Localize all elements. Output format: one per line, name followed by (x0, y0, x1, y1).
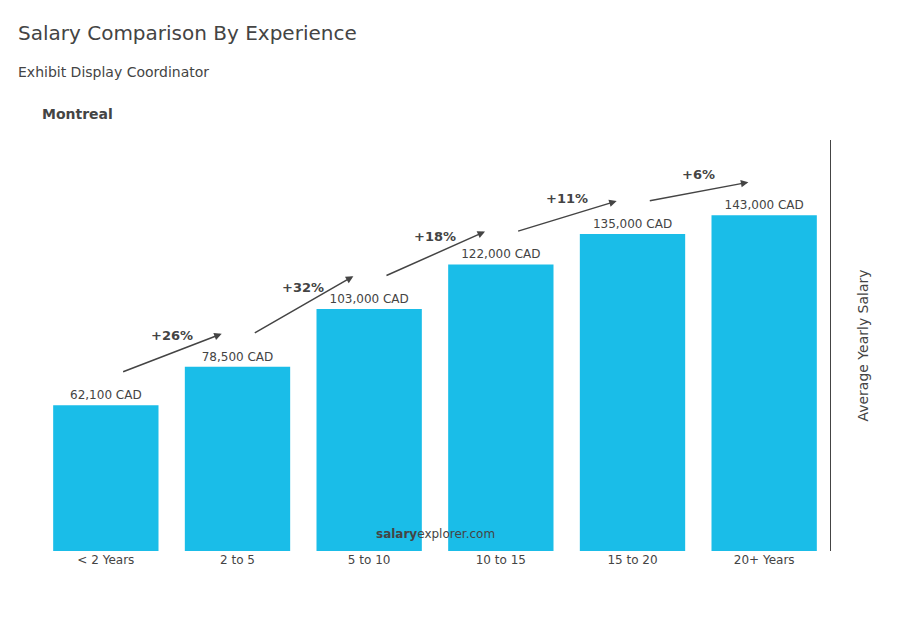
svg-text:5 to 10: 5 to 10 (348, 553, 391, 567)
svg-text:2 to 5: 2 to 5 (220, 553, 255, 567)
svg-text:143,000 CAD: 143,000 CAD (725, 198, 804, 212)
svg-text:15 to 20: 15 to 20 (607, 553, 657, 567)
svg-text:122,000 CAD: 122,000 CAD (461, 247, 540, 261)
svg-text:62,100 CAD: 62,100 CAD (70, 388, 142, 402)
svg-text:salaryexplorer.com: salaryexplorer.com (376, 527, 495, 541)
svg-text:+18%: +18% (414, 229, 456, 244)
svg-text:78,500 CAD: 78,500 CAD (202, 350, 274, 364)
svg-text:103,000 CAD: 103,000 CAD (330, 292, 409, 306)
svg-text:+11%: +11% (546, 191, 588, 206)
svg-text:10 to 15: 10 to 15 (476, 553, 526, 567)
svg-text:+32%: +32% (282, 280, 324, 295)
svg-text:+26%: +26% (151, 328, 193, 343)
svg-text:20+ Years: 20+ Years (734, 553, 795, 567)
svg-text:Average Yearly Salary: Average Yearly Salary (855, 269, 871, 421)
svg-text:Montreal: Montreal (42, 106, 113, 122)
svg-text:Exhibit Display Coordinator: Exhibit Display Coordinator (18, 64, 209, 80)
svg-text:Salary Comparison By Experienc: Salary Comparison By Experience (18, 21, 357, 45)
svg-text:135,000 CAD: 135,000 CAD (593, 217, 672, 231)
svg-text:+6%: +6% (682, 167, 715, 182)
svg-text:< 2 Years: < 2 Years (77, 553, 134, 567)
